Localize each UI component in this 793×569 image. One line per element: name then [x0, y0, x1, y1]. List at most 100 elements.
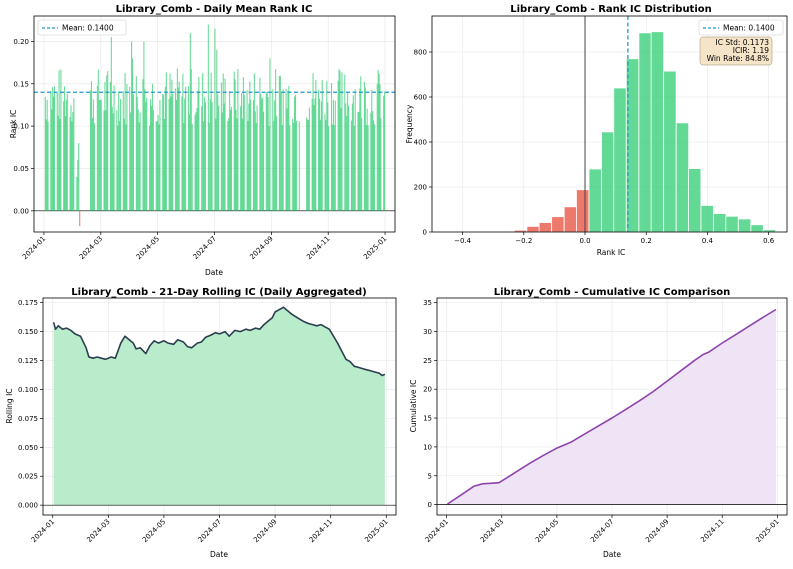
- daily-ic-bar: [364, 87, 366, 211]
- daily-ic-bar: [135, 76, 137, 211]
- daily-ic-bar: [340, 108, 342, 211]
- daily-ic-bar: [307, 120, 310, 211]
- daily-ic-bar: [286, 108, 288, 211]
- daily-ic-bar: [217, 94, 219, 211]
- x-tick-label: 0.2: [641, 237, 652, 245]
- daily-ic-bar: [314, 98, 316, 211]
- daily-ic-bar: [190, 69, 192, 211]
- stats-box: IC Std: 0.1173 ICIR: 1.19 Win Rate: 84.8…: [699, 36, 773, 66]
- histogram-bar: [713, 213, 727, 233]
- daily-ic-bar: [139, 112, 141, 211]
- rolling-x-axis-label: Date: [210, 550, 228, 559]
- daily-ic-bar: [143, 41, 145, 211]
- daily-ic-bar: [211, 102, 213, 211]
- daily-ic-bar: [209, 99, 211, 211]
- cumulative-ic-series: [447, 308, 777, 505]
- daily-ic-bar: [162, 94, 164, 211]
- daily-ic-bar: [265, 92, 267, 211]
- daily-ic-bar: [96, 85, 98, 211]
- daily-ic-bar: [269, 58, 271, 211]
- daily-ic-bar: [306, 117, 308, 211]
- daily-ic-bar: [47, 121, 49, 211]
- daily-ic-bar: [332, 99, 334, 211]
- daily-ic-bar: [64, 86, 66, 211]
- daily-ic-bar: [243, 94, 245, 211]
- daily-ic-bar: [59, 118, 61, 211]
- x-tick-label: 2025-01: [363, 518, 389, 544]
- daily-ic-bar: [176, 68, 178, 211]
- daily-ic-bar: [210, 72, 212, 211]
- daily-ic-bar: [60, 69, 62, 211]
- daily-ic-bar: [370, 112, 372, 211]
- daily-ic-bar: [65, 99, 67, 211]
- daily-ic-bar: [198, 76, 200, 211]
- daily-ic-bar: [267, 96, 269, 211]
- rolling-y-axis-label: Rolling IC: [5, 388, 14, 423]
- daily-ic-bar: [201, 105, 203, 211]
- daily-ic-bar: [378, 73, 380, 211]
- daily-ic-bar: [249, 81, 251, 211]
- stats-icir: ICIR: 1.19: [733, 46, 769, 55]
- daily-ic-bar: [46, 99, 48, 211]
- daily-ic-bar: [236, 118, 238, 211]
- x-tick-label: 2024-07: [589, 518, 615, 544]
- daily-ic-bar: [253, 73, 255, 211]
- daily-ic-bar: [318, 89, 320, 211]
- cumulative-x-axis-label: Date: [603, 550, 621, 559]
- daily-ic-bar: [352, 95, 354, 211]
- histogram-bar: [750, 224, 764, 233]
- daily-ic-bar: [295, 120, 298, 211]
- daily-ic-bar: [347, 92, 349, 211]
- daily-ic-bar: [119, 120, 121, 211]
- daily-ic-bar: [157, 115, 159, 211]
- daily-ic-bar: [207, 24, 209, 211]
- daily-ic-bar: [146, 97, 148, 211]
- daily-ic-bar: [129, 86, 131, 211]
- daily-ic-bar: [149, 125, 151, 211]
- daily-ic-bar: [346, 116, 348, 211]
- x-tick-label: 2024-03: [479, 518, 505, 544]
- daily-ic-bar: [218, 105, 220, 211]
- daily-ic-bar: [276, 116, 278, 211]
- daily-ic-bar: [367, 125, 369, 211]
- daily-ic-bar: [345, 103, 347, 211]
- stats-box-background: [699, 36, 773, 66]
- daily-ic-bar: [214, 28, 216, 211]
- x-tick-label: 2024-01: [424, 518, 450, 544]
- x-tick-label: 2024-11: [305, 235, 331, 261]
- daily-ic-bar: [280, 92, 282, 211]
- daily-ic-bar: [58, 70, 60, 211]
- y-tick-label: 0.10: [13, 123, 29, 131]
- daily-ic-bar: [117, 125, 119, 211]
- y-tick-label: 0.20: [13, 38, 29, 46]
- x-tick-label: 2024-11: [699, 518, 725, 544]
- daily-ic-bar: [308, 107, 310, 211]
- daily-ic-bar: [204, 102, 207, 211]
- cumulative-chart-title: Library_Comb - Cumulative IC Comparison: [494, 287, 731, 298]
- daily-ic-bar: [272, 89, 274, 211]
- daily-ic-bar: [281, 124, 283, 211]
- daily-ic-bar: [248, 103, 250, 211]
- daily-ic-bar: [230, 107, 233, 211]
- daily-ic-bar: [294, 94, 297, 211]
- daily-ic-bar: [63, 101, 65, 211]
- daily-y-axis-label: Rank IC: [9, 110, 18, 139]
- daily-ic-bar: [72, 111, 74, 211]
- daily-ic-bar: [50, 91, 52, 211]
- daily-ic-bar: [183, 123, 185, 211]
- daily-ic-bar: [216, 49, 218, 211]
- daily-ic-bar: [351, 103, 353, 211]
- daily-ic-bar: [136, 96, 138, 211]
- daily-ic-bar: [71, 121, 73, 211]
- y-tick-label: 5: [428, 472, 432, 480]
- histogram-bar: [725, 215, 739, 233]
- daily-ic-bar: [144, 89, 146, 211]
- daily-ic-bar: [90, 81, 93, 211]
- series-line: [447, 308, 777, 505]
- daily-ic-bar: [130, 112, 132, 211]
- x-tick-label: 2024-01: [30, 518, 56, 544]
- daily-ic-bar: [178, 81, 180, 211]
- daily-ic-bar: [73, 98, 75, 211]
- x-tick-label: 2024-09: [644, 518, 670, 544]
- daily-ic-bar: [250, 99, 252, 211]
